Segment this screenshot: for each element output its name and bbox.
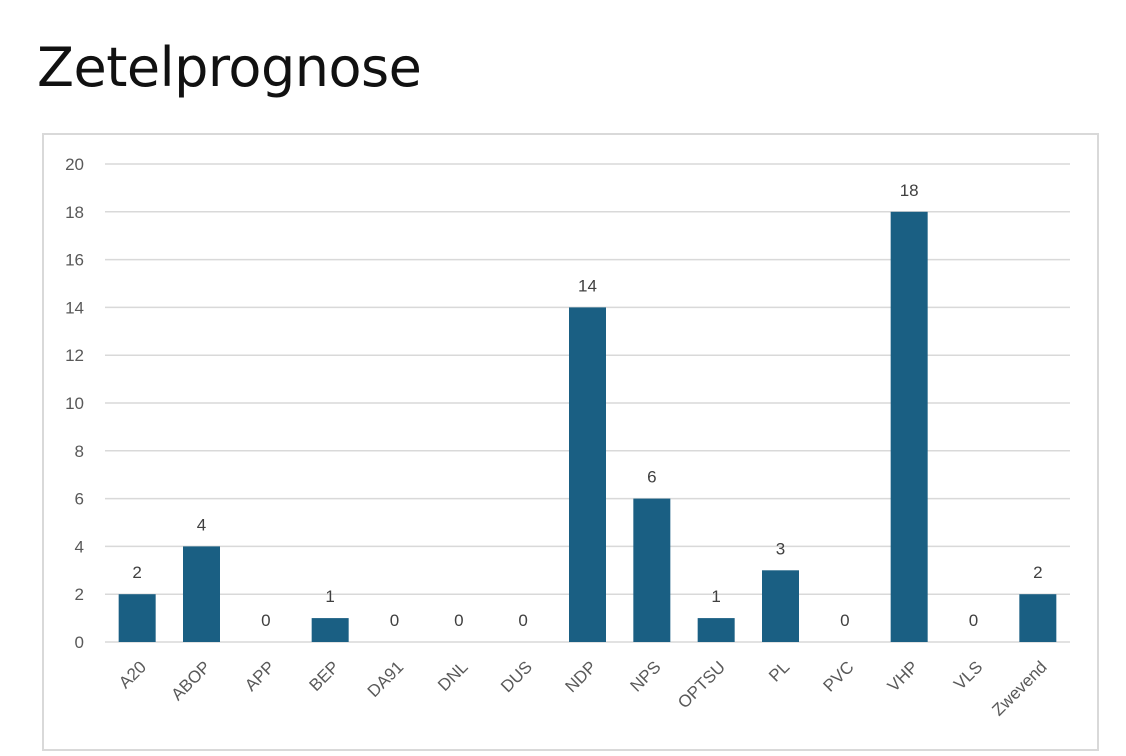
y-tick-label: 20: [65, 155, 84, 174]
data-label: 0: [969, 611, 978, 630]
data-label: 0: [454, 611, 463, 630]
y-tick-label: 12: [65, 346, 84, 365]
x-tick-label: VHP: [884, 657, 922, 695]
y-tick-label: 10: [65, 394, 84, 413]
data-label: 18: [900, 181, 919, 200]
y-tick-label: 16: [65, 251, 84, 270]
data-label: 6: [647, 468, 656, 487]
data-label: 0: [390, 611, 399, 630]
y-tick-label: 6: [75, 490, 84, 509]
page-title: Zetelprognose: [37, 36, 422, 99]
data-label: 14: [578, 276, 597, 295]
bar-ndp: [569, 307, 606, 642]
bar-abop: [183, 546, 220, 642]
bar-zwevend: [1019, 594, 1057, 642]
data-label: 1: [711, 587, 720, 606]
x-tick-label: DNL: [434, 657, 471, 694]
data-label: 1: [325, 587, 334, 606]
x-tick-label: BEP: [305, 657, 342, 694]
y-tick-label: 2: [75, 585, 84, 604]
x-tick-label: Zwevend: [988, 657, 1050, 719]
x-tick-label: ABOP: [167, 657, 214, 704]
x-tick-label: NPS: [627, 657, 665, 695]
data-label: 0: [518, 611, 527, 630]
x-tick-label: NDP: [562, 657, 601, 696]
data-label: 2: [1033, 563, 1042, 582]
data-label: 0: [261, 611, 270, 630]
x-tick-label: VLS: [950, 657, 986, 693]
y-tick-label: 18: [65, 203, 84, 222]
x-tick-label: APP: [241, 657, 278, 694]
bar-nps: [633, 498, 671, 642]
x-tick-label: PL: [765, 657, 793, 685]
bar-vhp: [890, 211, 928, 643]
bar-bep: [311, 618, 349, 642]
data-label: 2: [132, 563, 141, 582]
y-tick-label: 14: [65, 298, 84, 317]
x-tick-label: PVC: [820, 657, 858, 695]
bar-optsu: [697, 618, 735, 642]
y-tick-label: 4: [75, 537, 84, 556]
data-label: 3: [776, 539, 785, 558]
x-tick-label: DUS: [497, 657, 536, 696]
bar-pl: [762, 570, 799, 642]
x-tick-label: DA91: [364, 657, 408, 701]
data-label: 0: [840, 611, 849, 630]
data-label: 4: [197, 515, 206, 534]
x-tick-label: OPTSU: [674, 657, 729, 712]
bar-a20: [118, 594, 156, 642]
y-tick-label: 0: [75, 633, 84, 652]
y-tick-label: 8: [75, 442, 84, 461]
x-tick-label: A20: [115, 657, 150, 692]
